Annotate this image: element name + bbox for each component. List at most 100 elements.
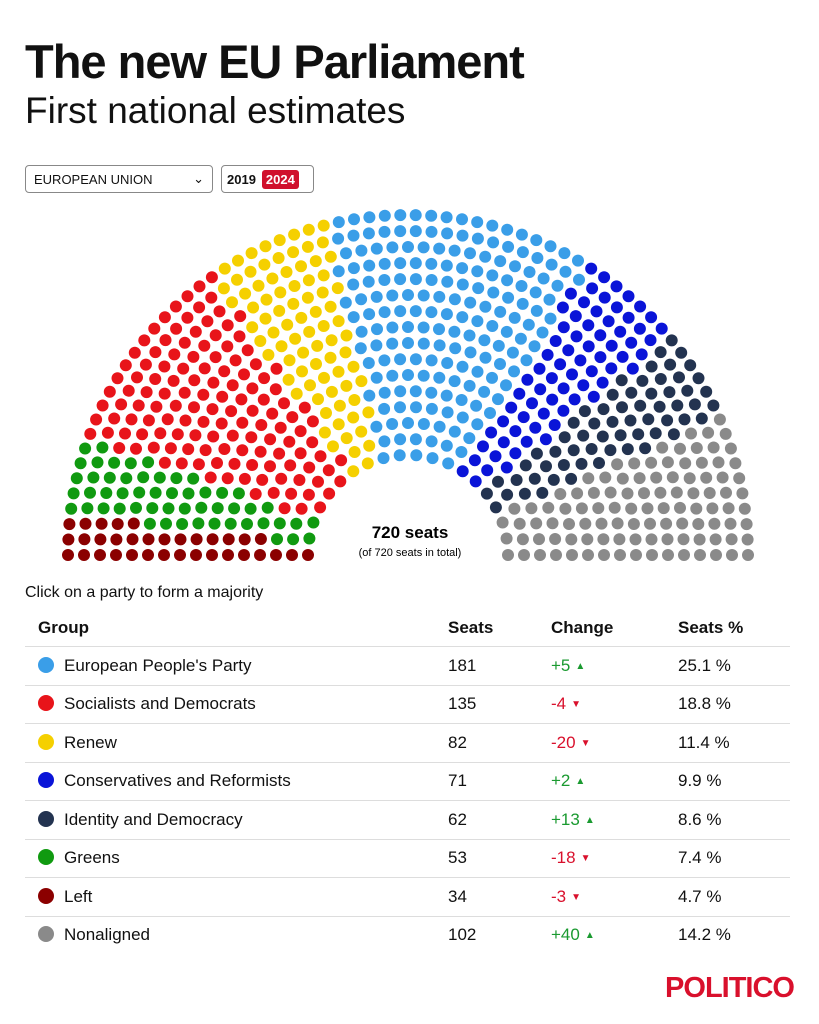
seat-dot [363, 308, 376, 321]
seat-dot [740, 518, 753, 531]
party-row[interactable]: Left 34 -3 ▼ 4.7 % [25, 877, 790, 916]
seat-dot [187, 350, 200, 363]
triangle-down-icon: ▼ [571, 891, 582, 903]
seat-dot [409, 305, 422, 318]
seat-dot [254, 335, 267, 347]
seat-dot [671, 399, 684, 412]
seat-dot [257, 517, 270, 530]
seat-dot [690, 442, 703, 454]
seats-cell: 102 [448, 915, 551, 954]
party-row[interactable]: Conservatives and Reformists 71 +2 ▲ 9.9 … [25, 761, 790, 801]
seats-cell: 82 [448, 723, 551, 762]
seat-dot [193, 280, 206, 293]
seat-dot [298, 401, 311, 414]
seat-dot [665, 334, 678, 347]
seat-dot [394, 305, 407, 318]
seat-dot [149, 486, 162, 499]
seat-dot [417, 337, 430, 350]
seat-dot [625, 502, 638, 515]
seat-dot [275, 340, 288, 353]
seat-dot [425, 257, 438, 270]
seat-dot [569, 310, 582, 323]
seat-dot [96, 399, 109, 412]
seat-dot [694, 549, 706, 561]
seat-dot [471, 315, 484, 328]
seat-dot [142, 549, 154, 561]
seat-dot [74, 457, 87, 470]
seat-dot [509, 260, 521, 273]
seat-dot [670, 486, 683, 499]
party-row[interactable]: Socialists and Democrats 135 -4 ▼ 18.8 % [25, 684, 790, 724]
party-row[interactable]: European People's Party 181 +5 ▲ 25.1 % [25, 646, 790, 685]
seat-dot [232, 487, 245, 500]
seat-dot [471, 265, 484, 278]
seat-dot [703, 487, 716, 499]
seat-dot [285, 487, 298, 500]
seat-dot [441, 357, 454, 369]
seat-dot [581, 533, 594, 546]
seat-dot [394, 273, 407, 286]
seat-dot [128, 346, 141, 359]
year-2024-button[interactable]: 2024 [261, 169, 299, 189]
seat-dot [724, 517, 737, 530]
seat-dot [516, 297, 529, 310]
party-row[interactable]: Renew 82 -20 ▼ 11.4 % [25, 723, 790, 762]
seat-dot [228, 502, 241, 515]
seat-dot [78, 549, 90, 561]
seat-dot [530, 517, 543, 530]
seat-dot [564, 287, 577, 300]
seat-dot [354, 342, 367, 355]
seat-dot [464, 247, 476, 260]
seat-dot [634, 300, 647, 313]
seat-dot [468, 454, 481, 467]
seat-dot [722, 502, 735, 515]
party-row[interactable]: Nonaligned 102 +40 ▲ 14.2 % [25, 915, 790, 954]
party-row[interactable]: Greens 53 -18 ▼ 7.4 % [25, 838, 790, 878]
seat-dot [713, 413, 726, 426]
change-value: -18 [551, 848, 576, 868]
year-2019-button[interactable]: 2019 [227, 171, 256, 187]
seat-dot [332, 265, 345, 278]
seat-dot [217, 282, 230, 295]
party-name: Greens [64, 848, 120, 868]
seat-dot [332, 365, 345, 378]
seat-dot [480, 487, 493, 500]
seat-dot [378, 274, 391, 286]
seat-dot [340, 379, 353, 392]
seat-dot [221, 340, 234, 353]
party-row[interactable]: Identity and Democracy 62 +13 ▲ 8.6 % [25, 800, 790, 839]
seat-dot [378, 354, 391, 367]
seat-dot [513, 517, 526, 530]
seat-dot [226, 296, 238, 309]
seat-dot [654, 346, 667, 359]
seat-dot [287, 246, 300, 259]
seat-dot [288, 228, 301, 241]
seat-dot [209, 329, 222, 342]
seat-dot [702, 426, 715, 439]
party-color-dot [38, 695, 54, 712]
seat-dot [433, 242, 446, 255]
party-color-dot [38, 849, 54, 866]
seat-dot [534, 549, 546, 561]
party-name: Nonaligned [64, 925, 151, 945]
seat-dot [425, 354, 438, 367]
table-header-row: Group Seats Change Seats % [25, 610, 790, 647]
triangle-up-icon: ▲ [584, 930, 595, 942]
seat-dot [585, 262, 598, 275]
seat-dot [692, 372, 705, 385]
seat-dot [235, 393, 248, 406]
party-cell: European People's Party [25, 646, 448, 685]
seat-dot [238, 472, 251, 485]
seat-dot [610, 301, 623, 314]
seat-dot [154, 427, 167, 440]
seats-pct-cell: 25.1 % [678, 646, 790, 685]
politico-logo: POLITICO [665, 972, 795, 1004]
seat-dot [108, 456, 121, 469]
seat-dot [687, 487, 700, 500]
header-group: Group [38, 618, 89, 637]
seat-dot [254, 445, 267, 458]
region-select[interactable]: EUROPEAN UNION ⌄ [25, 165, 213, 193]
seat-dot [314, 450, 327, 463]
region-select-value: EUROPEAN UNION [34, 171, 153, 187]
seats-pct-cell: 11.4 % [678, 723, 790, 762]
